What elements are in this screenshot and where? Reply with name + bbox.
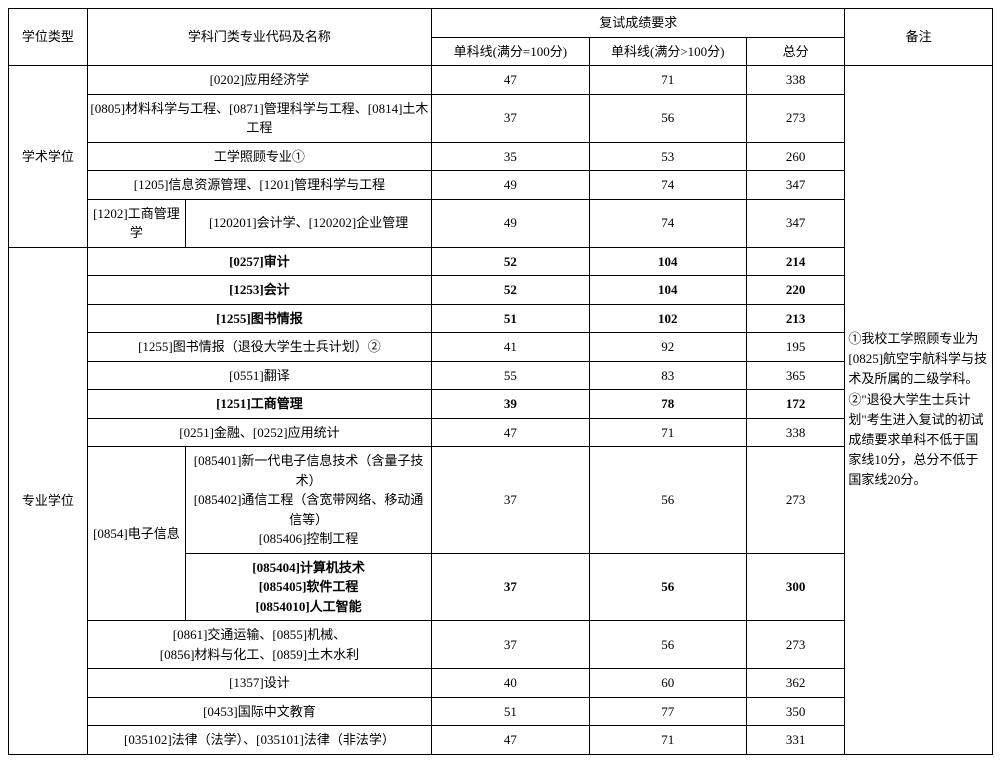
major-cell: [1255]图书情报（退役大学生士兵计划）②: [87, 333, 431, 362]
s1-cell: 39: [432, 390, 589, 419]
total-cell: 172: [746, 390, 844, 419]
academic-row: 学术学位 [0202]应用经济学 47 71 338 ①我校工学照顾专业为[08…: [9, 66, 993, 95]
dianzi-label: [0854]电子信息: [87, 447, 185, 621]
s2-cell: 74: [589, 171, 746, 200]
total-cell: 195: [746, 333, 844, 362]
s2-cell: 71: [589, 418, 746, 447]
s2-cell: 104: [589, 247, 746, 276]
total-cell: 220: [746, 276, 844, 305]
header-row-1: 学位类型 学科门类专业代码及名称 复试成绩要求 备注: [9, 9, 993, 38]
h-degree: 学位类型: [9, 9, 88, 66]
major-cell: [0805]材料科学与工程、[0871]管理科学与工程、[0814]土木工程: [87, 94, 431, 142]
s2-cell: 71: [589, 726, 746, 755]
major-cell: [1251]工商管理: [87, 390, 431, 419]
total-cell: 365: [746, 361, 844, 390]
major-cell: [0257]审计: [87, 247, 431, 276]
s1-cell: 49: [432, 171, 589, 200]
dianzi-major: [085404]计算机技术[085405]软件工程[0854010]人工智能: [186, 553, 432, 621]
s2-cell: 60: [589, 669, 746, 698]
s2-cell: 92: [589, 333, 746, 362]
s2-cell: 56: [589, 553, 746, 621]
h-scoregroup: 复试成绩要求: [432, 9, 845, 38]
s1-cell: 37: [432, 553, 589, 621]
total-cell: 214: [746, 247, 844, 276]
s2-cell: 78: [589, 390, 746, 419]
s2-cell: 71: [589, 66, 746, 95]
total-cell: 338: [746, 418, 844, 447]
s2-cell: 53: [589, 142, 746, 171]
remarks-cell: ①我校工学照顾专业为[0825]航空宇航科学与技术及所属的二级学科。②"退役大学…: [845, 66, 993, 755]
total-cell: 338: [746, 66, 844, 95]
scores-table: 学位类型 学科门类专业代码及名称 复试成绩要求 备注 单科线(满分=100分) …: [8, 8, 993, 755]
s1-cell: 52: [432, 247, 589, 276]
s1-cell: 37: [432, 447, 589, 554]
s2-cell: 102: [589, 304, 746, 333]
total-cell: 300: [746, 553, 844, 621]
s1-cell: 47: [432, 66, 589, 95]
h-major: 学科门类专业代码及名称: [87, 9, 431, 66]
major-cell: [1255]图书情报: [87, 304, 431, 333]
s1-cell: 51: [432, 697, 589, 726]
total-cell: 213: [746, 304, 844, 333]
total-cell: 273: [746, 621, 844, 669]
degree-professional: 专业学位: [9, 247, 88, 754]
total-cell: 347: [746, 171, 844, 200]
h-remarks: 备注: [845, 9, 993, 66]
total-cell: 260: [746, 142, 844, 171]
s1-cell: 40: [432, 669, 589, 698]
s1-cell: 37: [432, 94, 589, 142]
major-cell: [0551]翻译: [87, 361, 431, 390]
s1-cell: 51: [432, 304, 589, 333]
major-cell: [0202]应用经济学: [87, 66, 431, 95]
major-cell: [035102]法律（法学）、[035101]法律（非法学）: [87, 726, 431, 755]
s2-cell: 83: [589, 361, 746, 390]
s1-cell: 37: [432, 621, 589, 669]
split-right: [120201]会计学、[120202]企业管理: [186, 199, 432, 247]
s2-cell: 56: [589, 94, 746, 142]
s1-cell: 49: [432, 199, 589, 247]
major-cell: [0251]金融、[0252]应用统计: [87, 418, 431, 447]
dianzi-major: [085401]新一代电子信息技术（含量子技术）[085402]通信工程（含宽带…: [186, 447, 432, 554]
total-cell: 350: [746, 697, 844, 726]
total-cell: 331: [746, 726, 844, 755]
s1-cell: 55: [432, 361, 589, 390]
s2-cell: 74: [589, 199, 746, 247]
s1-cell: 35: [432, 142, 589, 171]
total-cell: 362: [746, 669, 844, 698]
total-cell: 347: [746, 199, 844, 247]
total-cell: 273: [746, 447, 844, 554]
s2-cell: 77: [589, 697, 746, 726]
major-cell: [1205]信息资源管理、[1201]管理科学与工程: [87, 171, 431, 200]
major-cell: 工学照顾专业①: [87, 142, 431, 171]
s2-cell: 104: [589, 276, 746, 305]
split-left: [1202]工商管理学: [87, 199, 185, 247]
s1-cell: 47: [432, 418, 589, 447]
major-cell: [1253]会计: [87, 276, 431, 305]
h-score1: 单科线(满分=100分): [432, 37, 589, 66]
s1-cell: 41: [432, 333, 589, 362]
major-cell: [0861]交通运输、[0855]机械、[0856]材料与化工、[0859]土木…: [87, 621, 431, 669]
h-total: 总分: [746, 37, 844, 66]
s1-cell: 52: [432, 276, 589, 305]
total-cell: 273: [746, 94, 844, 142]
major-cell: [1357]设计: [87, 669, 431, 698]
s2-cell: 56: [589, 447, 746, 554]
degree-academic: 学术学位: [9, 66, 88, 248]
major-cell: [0453]国际中文教育: [87, 697, 431, 726]
s2-cell: 56: [589, 621, 746, 669]
h-score2: 单科线(满分>100分): [589, 37, 746, 66]
s1-cell: 47: [432, 726, 589, 755]
